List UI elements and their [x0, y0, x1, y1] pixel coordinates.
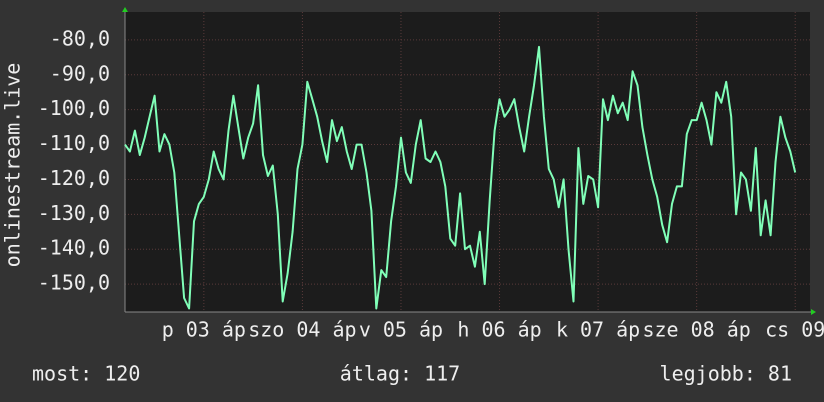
y-tick-label: -80,0	[50, 26, 110, 50]
y-tick-label: -100,0	[38, 96, 110, 120]
y-tick-label: -140,0	[38, 236, 110, 260]
y-tick-label: -130,0	[38, 201, 110, 225]
x-tick-label: v 05 áp	[359, 318, 443, 342]
y-tick-label: -150,0	[38, 271, 110, 295]
x-tick-label: p 03 áp	[162, 318, 246, 342]
y-tick-label: -90,0	[50, 61, 110, 85]
y-arrow	[122, 7, 128, 12]
x-tick-label: h 06 áp	[457, 318, 541, 342]
y-tick-label: -110,0	[38, 131, 110, 155]
x-tick-label: sze 08 áp	[642, 318, 750, 342]
y-tick-label: -120,0	[38, 166, 110, 190]
x-tick-label: cs 09	[765, 318, 824, 342]
y-axis-label: onlinestream.live	[1, 63, 25, 268]
footer-best: legjobb: 81	[660, 362, 792, 386]
x-tick-label: szo 04 áp	[248, 318, 356, 342]
x-arrow	[811, 309, 816, 315]
footer-current: most: 120	[32, 362, 140, 386]
x-tick-label: k 07 áp	[556, 318, 640, 342]
footer-average: átlag: 117	[340, 362, 460, 386]
data-line	[124, 45, 797, 310]
plot-area	[125, 12, 810, 312]
